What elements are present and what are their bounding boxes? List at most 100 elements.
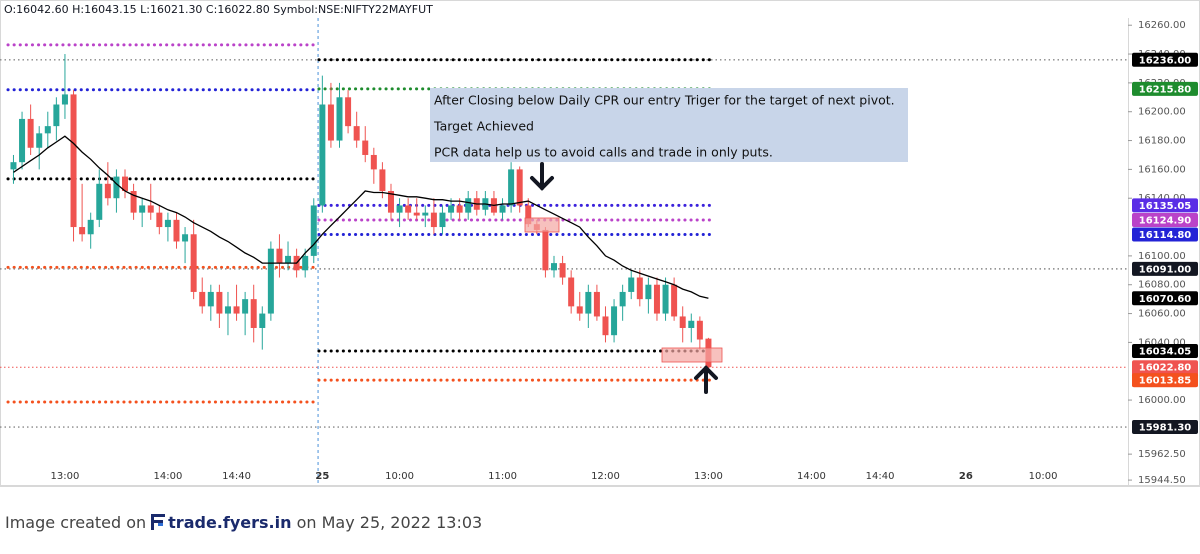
candle-body (173, 219, 180, 242)
candle-body (250, 299, 257, 328)
annotation-box (430, 88, 908, 162)
candle-body (156, 212, 163, 228)
candle-body (671, 284, 678, 317)
candle-body (96, 183, 103, 220)
candle-body (662, 284, 669, 314)
last-price-label: 16022.80 (1139, 363, 1192, 374)
candle-body (585, 291, 592, 314)
candle-body (233, 306, 240, 314)
candle-body (319, 104, 326, 206)
candle-body (182, 234, 189, 242)
x-tick-label: 11:00 (488, 471, 517, 482)
level-badge (1132, 373, 1198, 388)
level-badge-label: 16124.90 (1139, 215, 1192, 226)
candle-body (465, 198, 472, 213)
up-arrow (694, 365, 718, 394)
level-badge (1132, 227, 1198, 242)
candle-body (636, 277, 643, 300)
y-tick-label: 15944.50 (1138, 475, 1186, 486)
candle-body (696, 320, 703, 340)
footer: Image created on trade.fyers.in on May 25… (0, 486, 1200, 554)
candle-body (396, 205, 403, 213)
candle-body (259, 313, 266, 328)
level-badge-label: 16135.05 (1139, 201, 1192, 212)
ma-badge-label: 16070.60 (1139, 294, 1192, 305)
candle-body (679, 316, 686, 328)
x-tick-label: 10:00 (1029, 471, 1058, 482)
footer-prefix: Image created on (5, 513, 147, 532)
y-tick-label: 16040.00 (1138, 337, 1186, 348)
candle-body (104, 183, 111, 199)
candle-body (576, 306, 583, 314)
candle-body (276, 248, 283, 264)
candle-body (448, 205, 455, 213)
logo (151, 514, 166, 530)
candle-body (387, 191, 394, 213)
candle-body (516, 169, 523, 206)
y-tick-label: 16260.00 (1138, 20, 1186, 31)
moving-average (13, 135, 709, 299)
y-tick-label: 16180.00 (1138, 136, 1186, 147)
candle-body (602, 316, 609, 336)
candle-body (267, 248, 274, 314)
candle-body (36, 133, 43, 148)
candle-body (542, 229, 549, 271)
level-badge (1132, 343, 1198, 358)
y-tick-label: 16100.00 (1138, 251, 1186, 262)
candle-body (653, 284, 660, 314)
annotation-line: Target Achieved (433, 119, 534, 134)
candle-body (87, 219, 94, 235)
candle-body (413, 212, 420, 216)
y-tick-label: 16200.00 (1138, 107, 1186, 118)
x-tick-label: 14:00 (153, 471, 182, 482)
candle-body (285, 255, 292, 264)
annotation-line: After Closing below Daily CPR our entry … (434, 93, 895, 108)
footer-suffix: on May 25, 2022 13:03 (296, 513, 483, 532)
chart-frame (0, 0, 1200, 486)
highlight-box (524, 217, 560, 233)
candle-body (53, 104, 60, 127)
candle-body (44, 126, 51, 134)
level-badge (1132, 52, 1198, 67)
candle-body (242, 299, 249, 314)
candle-body (27, 118, 34, 148)
candle-body (190, 234, 197, 292)
highlight-box (661, 347, 723, 363)
x-tick-label: 13:00 (694, 471, 723, 482)
level-badge-label: 16114.80 (1139, 230, 1192, 241)
candle-body (139, 205, 146, 213)
candle-body (508, 169, 515, 206)
x-tick-label: 25 (315, 471, 329, 482)
candle-body (79, 227, 86, 235)
y-tick-label: 16160.00 (1138, 164, 1186, 175)
candle-body (61, 94, 68, 105)
candle-body (345, 97, 352, 127)
annotation: After Closing below Daily CPR our entry … (430, 88, 908, 162)
candle-body (353, 126, 360, 141)
candle-body (619, 291, 626, 307)
ohlc-header: O:16042.60 H:16043.15 L:16021.30 C:16022… (4, 3, 433, 16)
candle-body (422, 212, 429, 216)
level-badge-label: 16013.85 (1139, 376, 1192, 387)
candle-body (130, 191, 137, 213)
x-tick-label: 26 (959, 471, 973, 482)
level-badge (1132, 198, 1198, 213)
level-badge-label: 16034.05 (1139, 346, 1192, 357)
candle-body (164, 219, 171, 228)
candle-body (405, 205, 412, 213)
candle-body (362, 140, 369, 155)
level-badge-label: 16091.00 (1139, 264, 1192, 275)
candle-body (370, 154, 377, 170)
candle-body (688, 320, 695, 328)
candle-body (456, 205, 463, 213)
candle-body (611, 306, 618, 336)
candle-body (336, 97, 343, 141)
level-badge-label: 15981.30 (1139, 423, 1192, 434)
x-tick-label: 14:00 (797, 471, 826, 482)
candle-body (525, 205, 532, 225)
x-tick-label: 12:00 (591, 471, 620, 482)
level-badge (1132, 81, 1198, 96)
candle-body (224, 306, 231, 314)
candle-body (559, 263, 566, 278)
